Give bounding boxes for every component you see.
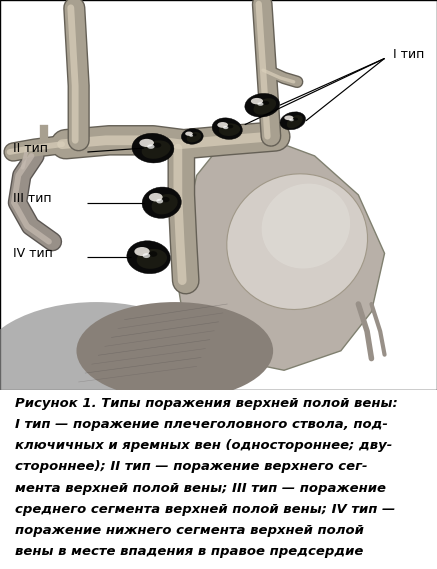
Text: Рисунок 1. Типы поражения верхней полой вены:: Рисунок 1. Типы поражения верхней полой … <box>15 397 398 410</box>
Ellipse shape <box>139 139 154 147</box>
Ellipse shape <box>127 241 170 274</box>
Ellipse shape <box>284 116 294 120</box>
Text: I тип: I тип <box>393 48 425 61</box>
Text: I тип — поражение плечеголовного ствола, под-: I тип — поражение плечеголовного ствола,… <box>15 418 388 431</box>
Ellipse shape <box>149 193 163 201</box>
Ellipse shape <box>227 174 368 310</box>
Ellipse shape <box>149 251 157 257</box>
Ellipse shape <box>132 133 174 163</box>
Ellipse shape <box>192 134 197 136</box>
Ellipse shape <box>189 134 193 137</box>
Polygon shape <box>175 137 385 370</box>
Ellipse shape <box>156 199 163 204</box>
Text: ключичных и яремных вен (одностороннее; дву-: ключичных и яремных вен (одностороннее; … <box>15 439 392 452</box>
Ellipse shape <box>262 184 350 269</box>
Text: IV тип: IV тип <box>13 247 53 260</box>
Ellipse shape <box>162 197 170 203</box>
Ellipse shape <box>152 194 178 215</box>
Ellipse shape <box>212 118 243 139</box>
Text: III тип: III тип <box>13 192 52 205</box>
Ellipse shape <box>223 126 229 129</box>
Ellipse shape <box>253 98 276 114</box>
Ellipse shape <box>245 93 280 117</box>
Ellipse shape <box>219 123 240 136</box>
Ellipse shape <box>287 115 303 128</box>
Ellipse shape <box>185 131 193 136</box>
Text: среднего сегмента верхней полой вены; IV тип —: среднего сегмента верхней полой вены; IV… <box>15 502 395 516</box>
Ellipse shape <box>227 125 233 129</box>
Ellipse shape <box>137 249 167 269</box>
Ellipse shape <box>257 102 264 106</box>
Ellipse shape <box>251 98 263 104</box>
Ellipse shape <box>135 247 149 256</box>
Ellipse shape <box>187 132 201 142</box>
Ellipse shape <box>76 302 273 399</box>
Ellipse shape <box>289 119 294 121</box>
Text: поражение нижнего сегмента верхней полой: поражение нижнего сегмента верхней полой <box>15 524 364 537</box>
Text: мента верхней полой вены; III тип — поражение: мента верхней полой вены; III тип — пора… <box>15 481 386 494</box>
Ellipse shape <box>153 143 161 148</box>
Ellipse shape <box>142 141 170 159</box>
Ellipse shape <box>293 118 298 121</box>
Text: стороннее); II тип — поражение верхнего сег-: стороннее); II тип — поражение верхнего … <box>15 460 368 473</box>
Ellipse shape <box>280 112 305 130</box>
Ellipse shape <box>0 302 216 439</box>
Ellipse shape <box>142 253 150 258</box>
Ellipse shape <box>181 129 203 144</box>
Ellipse shape <box>262 101 269 105</box>
Ellipse shape <box>142 187 181 218</box>
Ellipse shape <box>217 122 228 128</box>
Text: вены в месте впадения в правое предсердие: вены в месте впадения в правое предсерди… <box>15 545 364 558</box>
Text: II тип: II тип <box>13 142 48 155</box>
Ellipse shape <box>147 145 155 149</box>
